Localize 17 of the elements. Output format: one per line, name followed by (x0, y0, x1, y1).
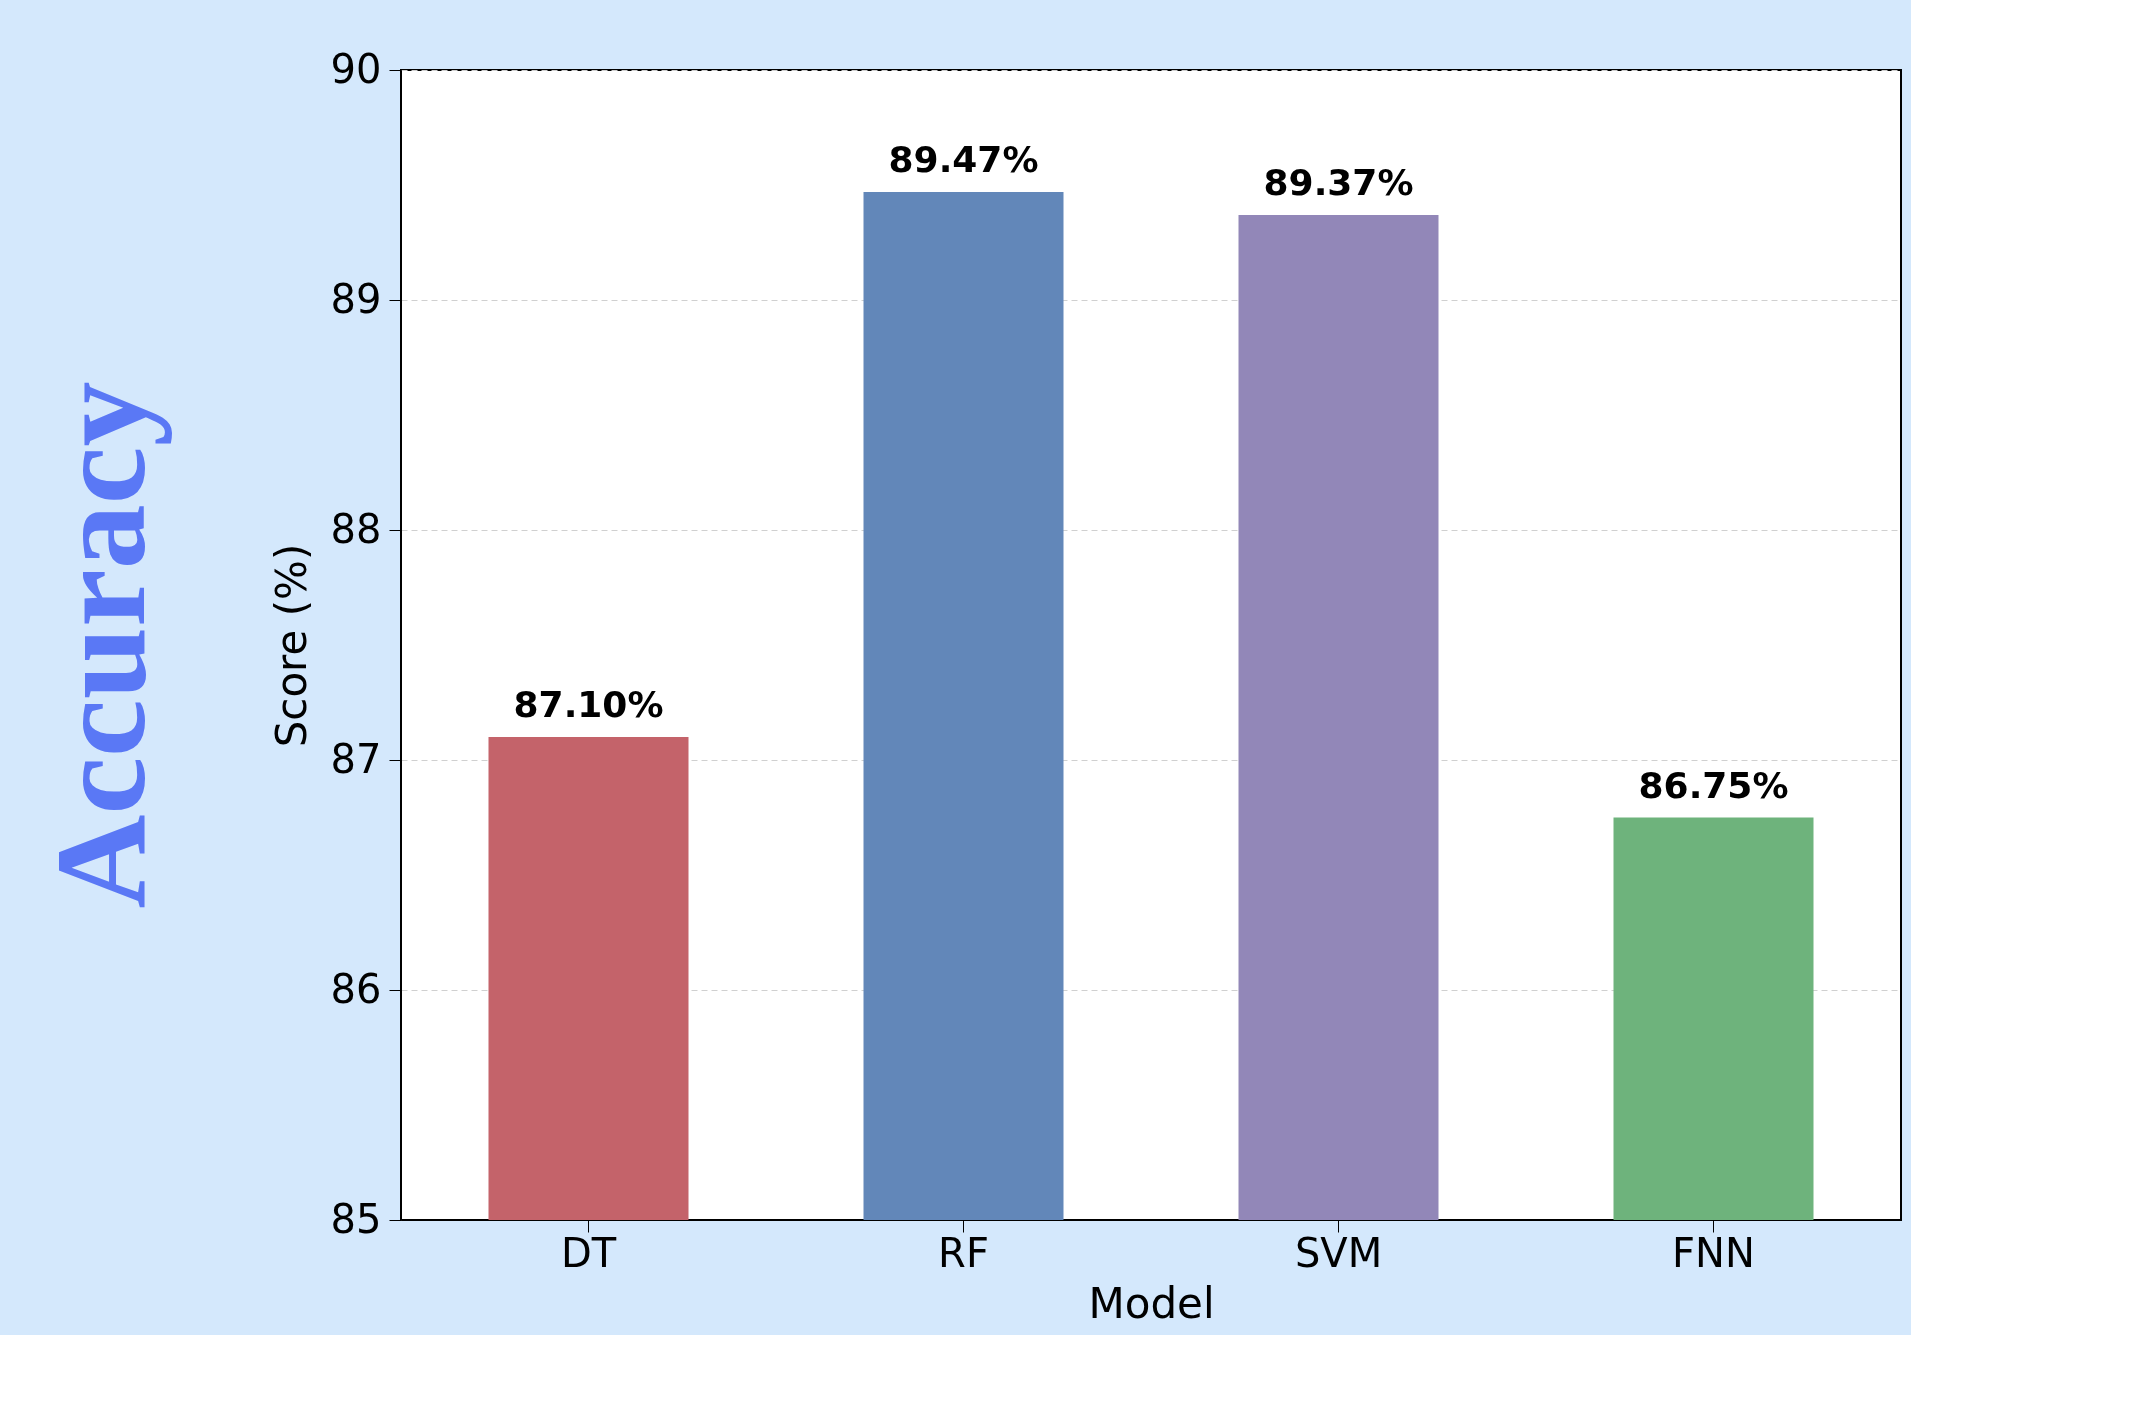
text: Accuracy (28, 381, 173, 909)
x-tick-label: SVM (1294, 1229, 1383, 1276)
data-label: 89.37% (1263, 161, 1414, 203)
y-tick-label: 86 (330, 965, 382, 1012)
y-tick-label: 85 (330, 1195, 382, 1242)
y-tick-label: 87 (330, 735, 382, 782)
y-axis-title: Score (%) (266, 543, 316, 748)
x-tick-label: RF (938, 1229, 989, 1276)
x-tick-label: DT (560, 1229, 617, 1276)
data-label: 86.75% (1638, 764, 1789, 806)
x-tick-label: FNN (1672, 1229, 1755, 1276)
data-label: 87.10% (513, 684, 664, 725)
y-tick-label: 89 (330, 275, 382, 322)
y-tick-label: 90 (330, 45, 382, 92)
x-axis-title: Model (1088, 1278, 1215, 1328)
y-tick-label: 88 (330, 505, 382, 552)
data-label: 89.47% (888, 138, 1039, 180)
